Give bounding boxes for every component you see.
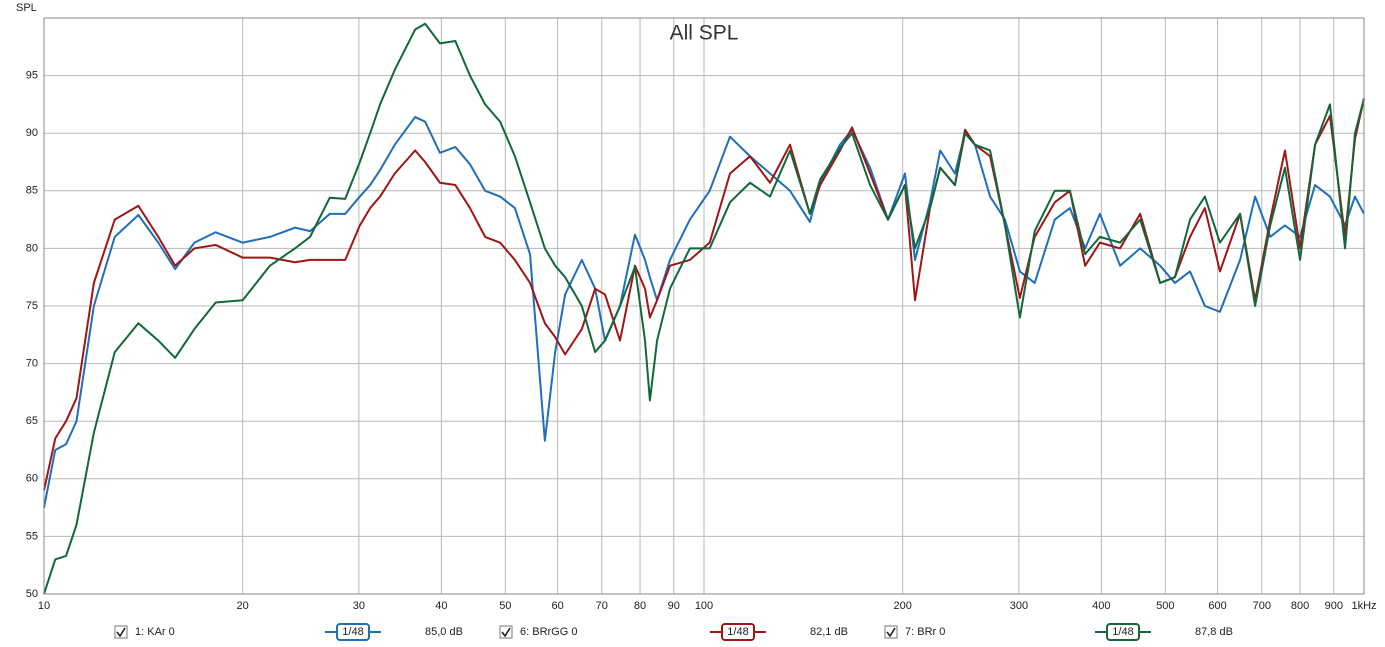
y-tick-label: 75 (26, 300, 38, 312)
y-tick-label: 55 (26, 530, 38, 542)
y-tick-label: 85 (26, 185, 38, 197)
x-tick-label: 90 (668, 600, 680, 612)
smoothing-label: 1/48 (1112, 626, 1133, 638)
smoothing-label: 1/48 (727, 626, 748, 638)
x-tick-label: 600 (1208, 600, 1226, 612)
legend-level: 82,1 dB (810, 626, 848, 638)
x-tick-label: 20 (237, 600, 249, 612)
x-tick-label: 400 (1092, 600, 1110, 612)
lines (43, 22, 1365, 595)
y-tick-label: 95 (26, 70, 38, 82)
y-tick-label: 65 (26, 415, 38, 427)
legend-name: 7: BRr 0 (905, 626, 945, 638)
y-tick-label: 80 (26, 242, 38, 254)
x-tick-label: 900 (1325, 600, 1343, 612)
y-tick-label: 70 (26, 358, 38, 370)
x-tick-label: 1kHz (1351, 600, 1376, 612)
x-tick-label: 40 (435, 600, 447, 612)
x-tick-label: 500 (1156, 600, 1174, 612)
smoothing-badge[interactable] (721, 623, 755, 641)
smoothing-badge[interactable] (336, 623, 370, 641)
smoothing-badge[interactable] (1106, 623, 1140, 641)
checkmark (886, 627, 896, 638)
chart-title: All SPL (670, 22, 739, 45)
checkmark (501, 627, 511, 638)
x-tick-label: 80 (634, 600, 646, 612)
y-tick-label: 60 (26, 473, 38, 485)
legend-name: 1: KAr 0 (135, 626, 175, 638)
legend: 1: KAr 0 1/48 85,0 dB 6: BRrGG 0 1/48 82,1 dB… (114, 623, 1233, 641)
x-tick-label: 60 (551, 600, 563, 612)
y-axis-label: SPL (16, 2, 37, 14)
legend-checkbox[interactable] (499, 625, 513, 639)
x-tick-label: 700 (1253, 600, 1271, 612)
checkmark (116, 627, 126, 638)
legend-level: 87,8 dB (1195, 626, 1233, 638)
plot-frame (43, 17, 1365, 595)
y-tick-label: 50 (26, 588, 38, 600)
smoothing-label: 1/48 (342, 626, 363, 638)
x-tick-label: 200 (894, 600, 912, 612)
y-tick-label: 90 (26, 127, 38, 139)
legend-name: 6: BRrGG 0 (520, 626, 577, 638)
x-tick-label: 10 (38, 600, 50, 612)
x-tick-label: 300 (1010, 600, 1028, 612)
series-line (43, 22, 1365, 595)
x-tick-label: 70 (596, 600, 608, 612)
legend-checkbox[interactable] (114, 625, 128, 639)
x-tick-label: 100 (695, 600, 713, 612)
x-tick-label: 800 (1291, 600, 1309, 612)
x-tick-label: 30 (353, 600, 365, 612)
x-tick-label: 50 (499, 600, 511, 612)
legend-level: 85,0 dB (425, 626, 463, 638)
legend-checkbox[interactable] (884, 625, 898, 639)
